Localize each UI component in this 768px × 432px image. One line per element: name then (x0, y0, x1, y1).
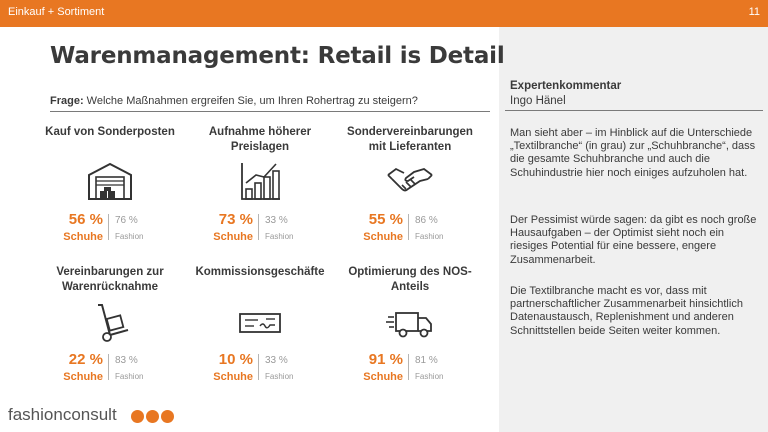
shoe-percentage: 56 % (68, 211, 103, 228)
section-title: Einkauf + Sortiment (8, 6, 105, 18)
hand-truck-icon (98, 304, 129, 342)
stat-divider (408, 214, 409, 240)
stat-divider (408, 354, 409, 380)
stat-divider (258, 354, 259, 380)
fashion-label: Fashion (415, 232, 444, 241)
header-bar: Einkauf + Sortiment 11 (0, 0, 768, 27)
stat-divider (258, 214, 259, 240)
shoe-percentage: 91 % (368, 351, 403, 368)
measure-card: Sondervereinbarungen mit Lieferanten 55 … (340, 122, 480, 252)
question: Frage: Welche Maßnahmen ergreifen Sie, u… (50, 95, 490, 107)
measure-card: Kommissionsgeschäfte 10 % Schuhe 33 % Fa… (190, 262, 330, 392)
shoe-percentage: 22 % (68, 351, 103, 368)
fashion-percentage: 81 % (415, 355, 438, 366)
measure-stats: 22 % Schuhe 83 % Fashion (40, 351, 180, 385)
expert-name: Ingo Hänel (510, 95, 566, 107)
logo-dot (146, 410, 159, 423)
logo-dot (131, 410, 144, 423)
logo-dot (161, 410, 174, 423)
question-divider (50, 111, 490, 112)
warehouse-icon (88, 162, 132, 200)
measure-stats: 91 % Schuhe 81 % Fashion (340, 351, 480, 385)
shoe-label: Schuhe (363, 231, 403, 243)
handshake-icon (387, 167, 433, 192)
measure-stats: 10 % Schuhe 33 % Fashion (190, 351, 330, 385)
shoe-label: Schuhe (213, 371, 253, 383)
measure-heading: Aufnahme höherer Preislagen (208, 126, 312, 153)
page-title: Warenmanagement: Retail is Detail (50, 43, 505, 69)
shoe-label: Schuhe (63, 231, 103, 243)
shoe-percentage: 73 % (218, 211, 253, 228)
fashion-label: Fashion (265, 232, 294, 241)
measure-heading: Kauf von Sonderposten (45, 126, 175, 138)
expert-panel (499, 27, 768, 432)
fashion-percentage: 86 % (415, 215, 438, 226)
expert-paragraph: Die Textilbranche macht es vor, dass mit… (510, 285, 743, 337)
expert-divider (505, 110, 763, 111)
measure-heading: Vereinbarungen zur Warenrücknahme (56, 266, 164, 293)
measure-heading: Kommissionsgeschäfte (195, 266, 325, 278)
expert-title: Expertenkommentar (510, 80, 622, 92)
stat-divider (108, 354, 109, 380)
measure-card: Aufnahme höherer Preislagen 73 % Schuhe … (190, 122, 330, 252)
question-label: Frage: (50, 95, 84, 107)
shoe-label: Schuhe (213, 231, 253, 243)
fashion-label: Fashion (115, 372, 144, 381)
measure-stats: 56 % Schuhe 76 % Fashion (40, 211, 180, 245)
measure-stats: 55 % Schuhe 86 % Fashion (340, 211, 480, 245)
measure-heading: Optimierung des NOS-Anteils (348, 266, 472, 293)
page-number: 11 (748, 6, 760, 18)
measure-heading: Sondervereinbarungen mit Lieferanten (347, 126, 473, 153)
shoe-percentage: 10 % (218, 351, 253, 368)
fashion-percentage: 33 % (265, 215, 288, 226)
company-logo: fashionconsult (8, 405, 117, 424)
measure-card: Vereinbarungen zur Warenrücknahme 22 % S… (40, 262, 180, 392)
expert-paragraph: Der Pessimist würde sagen: da gibt es no… (510, 214, 757, 266)
expert-paragraph: Man sieht aber – im Hinblick auf die Unt… (510, 127, 756, 179)
fashion-label: Fashion (265, 372, 294, 381)
delivery-truck-icon (386, 312, 432, 338)
shoe-label: Schuhe (363, 371, 403, 383)
question-text: Welche Maßnahmen ergreifen Sie, um Ihren… (83, 95, 418, 107)
shoe-percentage: 55 % (368, 211, 403, 228)
fashion-percentage: 33 % (265, 355, 288, 366)
fashion-label: Fashion (415, 372, 444, 381)
cheque-icon (239, 313, 281, 333)
logo-dots (131, 408, 176, 427)
shoe-label: Schuhe (63, 371, 103, 383)
fashion-percentage: 83 % (115, 355, 138, 366)
measure-card: Optimierung des NOS-Anteils 91 % Schuhe … (340, 262, 480, 392)
bar-chart-icon (241, 163, 280, 200)
fashion-label: Fashion (115, 232, 144, 241)
fashion-percentage: 76 % (115, 215, 138, 226)
measure-stats: 73 % Schuhe 33 % Fashion (190, 211, 330, 245)
measure-card: Kauf von Sonderposten 56 % Schuhe 76 % F… (40, 122, 180, 252)
stat-divider (108, 214, 109, 240)
